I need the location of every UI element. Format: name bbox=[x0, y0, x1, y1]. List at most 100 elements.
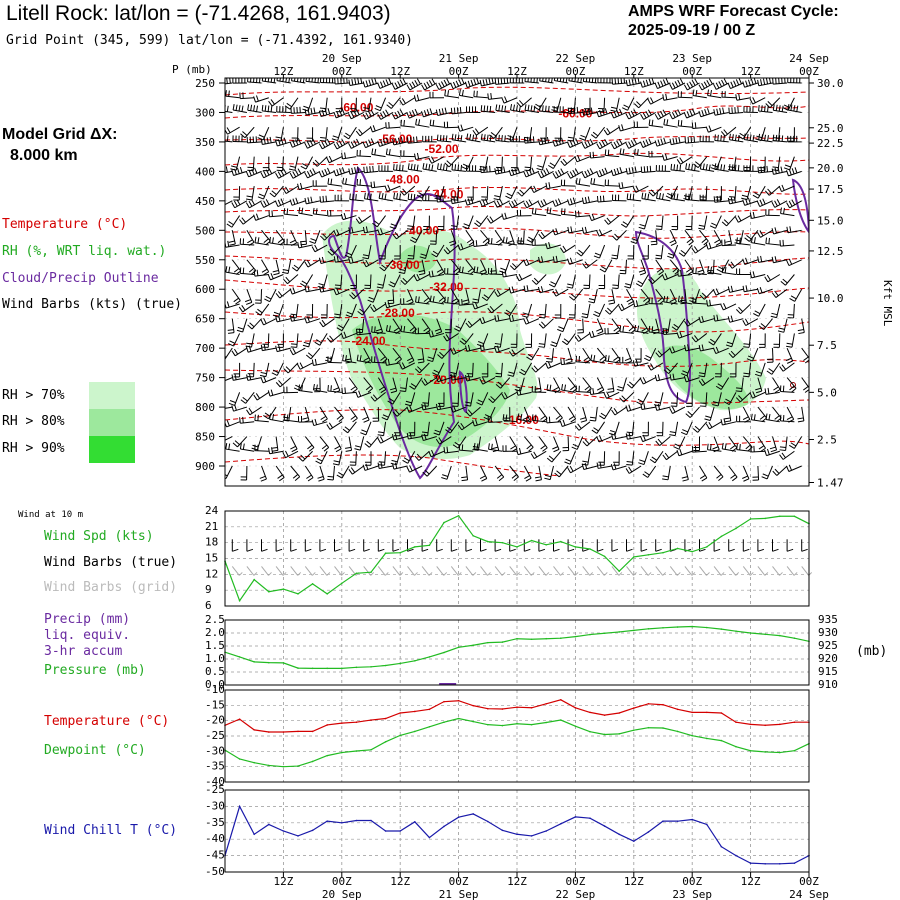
wind-barb bbox=[706, 443, 722, 452]
barb-shaft bbox=[285, 185, 299, 194]
barb-flag bbox=[528, 168, 533, 175]
wind-barb bbox=[433, 421, 445, 436]
barb-flag bbox=[735, 94, 738, 101]
barb-flag bbox=[327, 478, 334, 481]
wind-barb bbox=[655, 259, 665, 276]
wind-barb bbox=[676, 448, 693, 457]
barb-shaft bbox=[348, 348, 352, 363]
barb-flag bbox=[391, 434, 395, 441]
true-barb-flag bbox=[392, 548, 400, 552]
barb-shaft bbox=[801, 318, 805, 333]
wind-barb bbox=[581, 107, 598, 116]
wind-barb bbox=[304, 436, 315, 452]
barb-flag bbox=[710, 266, 713, 273]
wind-barb bbox=[255, 289, 262, 304]
barb-flag bbox=[458, 299, 460, 306]
barb-flag bbox=[756, 287, 760, 294]
barb-shaft bbox=[546, 421, 561, 424]
barb-flag bbox=[413, 193, 416, 201]
wind-barb bbox=[630, 230, 642, 244]
barb-shaft bbox=[336, 288, 350, 296]
barb-flag bbox=[250, 270, 257, 275]
barb-flag bbox=[422, 402, 429, 404]
barb-flag bbox=[233, 200, 238, 207]
barb-flag bbox=[450, 228, 457, 230]
barb-flag bbox=[768, 237, 770, 244]
barb-flag bbox=[548, 164, 554, 169]
barb-flag bbox=[494, 78, 497, 85]
barb-shaft bbox=[606, 391, 620, 399]
barb-shaft bbox=[773, 229, 788, 235]
wind-barb bbox=[319, 127, 328, 142]
barb-flag bbox=[538, 343, 545, 345]
true-barb-flag bbox=[232, 548, 239, 552]
barb-shaft bbox=[275, 436, 279, 451]
barb-flag bbox=[392, 463, 395, 470]
barb-shaft bbox=[275, 259, 280, 274]
barb-flag bbox=[680, 120, 683, 127]
barb-flag bbox=[472, 134, 475, 141]
wind-barb bbox=[225, 347, 233, 360]
barb-shaft bbox=[536, 274, 547, 285]
barb-shaft bbox=[452, 377, 466, 381]
wind-barb bbox=[225, 443, 240, 452]
barb-flag bbox=[363, 357, 370, 362]
barb-flag bbox=[567, 283, 574, 286]
barb-flag bbox=[647, 109, 652, 116]
barb-flag bbox=[538, 346, 545, 348]
wind-barb bbox=[302, 97, 314, 112]
wind-barb bbox=[464, 374, 481, 382]
temperature-contour-9 bbox=[225, 279, 809, 299]
barb-shaft bbox=[431, 156, 445, 164]
wind-barb bbox=[327, 210, 342, 217]
barb-flag bbox=[730, 81, 734, 88]
barb-flag bbox=[586, 140, 591, 146]
barb-shaft bbox=[421, 259, 426, 274]
barb-flag bbox=[771, 201, 776, 208]
grid-barb-flag bbox=[414, 572, 418, 576]
barb-flag bbox=[686, 375, 690, 382]
barb-flag bbox=[734, 164, 737, 171]
barb-flag bbox=[282, 168, 287, 175]
wind-barb bbox=[691, 244, 708, 254]
barb-flag bbox=[413, 275, 418, 282]
barb-flag bbox=[617, 386, 624, 389]
wind-barb bbox=[391, 433, 408, 441]
barb-shaft bbox=[427, 421, 430, 436]
barb-flag bbox=[710, 89, 712, 97]
grid-barb-flag bbox=[399, 572, 404, 576]
barb-flag bbox=[425, 163, 428, 170]
wind-barb bbox=[370, 303, 386, 313]
true-barb-flag bbox=[538, 548, 546, 552]
wind-barb bbox=[487, 267, 503, 275]
barb-shaft bbox=[676, 318, 686, 331]
wind-barb bbox=[693, 436, 700, 452]
wind-barb bbox=[632, 185, 649, 193]
wind-barb bbox=[486, 215, 503, 224]
barb-flag bbox=[355, 218, 360, 224]
barb-shaft bbox=[233, 170, 248, 176]
barb-flag bbox=[684, 344, 687, 351]
barb-shaft bbox=[695, 244, 708, 254]
barb-flag bbox=[502, 236, 505, 243]
barb-flag bbox=[803, 386, 809, 391]
barb-shaft bbox=[686, 362, 693, 377]
barb-shaft bbox=[225, 244, 240, 248]
barb-flag bbox=[737, 215, 742, 222]
barb-shaft bbox=[555, 288, 569, 297]
wind-barb bbox=[450, 347, 467, 355]
wind-barb bbox=[577, 318, 584, 334]
barb-flag bbox=[574, 156, 578, 162]
barb-flag bbox=[344, 426, 350, 431]
barb-flag bbox=[712, 404, 719, 407]
wind-barb bbox=[297, 182, 313, 191]
barb-flag bbox=[767, 105, 769, 112]
barb-shaft bbox=[306, 200, 321, 205]
barb-flag bbox=[259, 78, 261, 83]
barb-flag bbox=[217, 202, 220, 207]
barb-flag bbox=[756, 135, 763, 139]
barb-flag bbox=[303, 105, 310, 109]
wind-barb bbox=[638, 451, 649, 466]
barb-flag bbox=[593, 427, 599, 432]
barb-shaft bbox=[240, 243, 255, 246]
